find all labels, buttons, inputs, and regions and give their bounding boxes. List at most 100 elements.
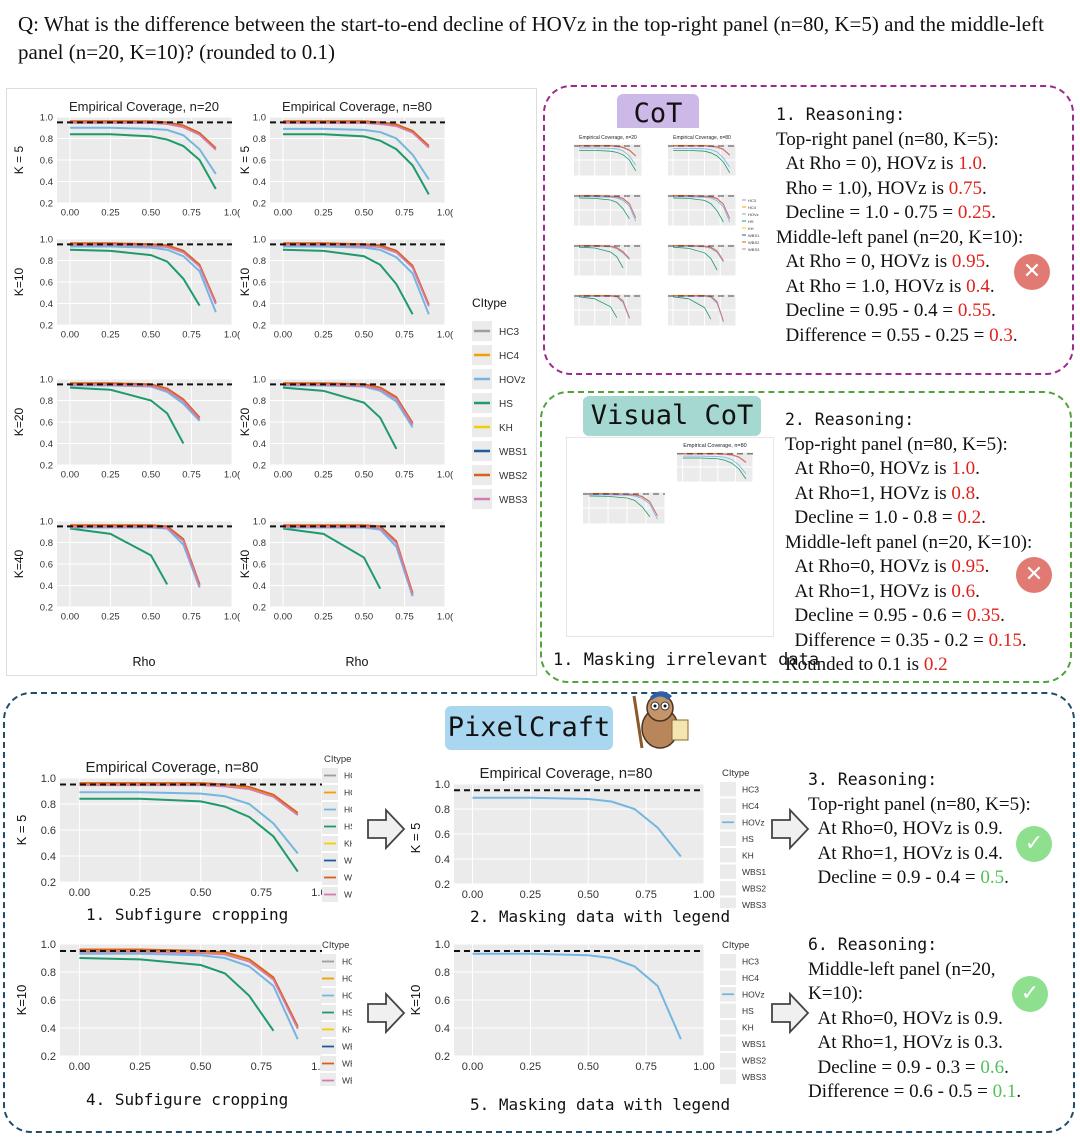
row-label: K = 5 (408, 823, 423, 854)
y-tick-label: 1.0 (435, 939, 450, 951)
reasoning-heading: 2. Reasoning: (785, 408, 1032, 433)
legend-key (720, 848, 736, 863)
reasoning-line: Middle-left panel (n=20, K=10): (785, 531, 1032, 556)
reasoning-heading: 6. Reasoning: (808, 933, 1021, 958)
x-tick-label: 1.00 (693, 889, 714, 901)
y-tick-label: 0.4 (41, 1023, 56, 1035)
legend-label: WBS3 (342, 1076, 352, 1086)
y-tick-label: 0.4 (41, 851, 56, 863)
y-tick-label: 0.4 (253, 439, 266, 450)
y-tick-label: 0.6 (40, 155, 53, 166)
reasoning-text: Rounded to 0.1 is (785, 654, 924, 675)
reasoning-text: Decline = 0.95 - 0.4 = (776, 300, 958, 321)
reasoning-text: Difference = 0.55 - 0.25 = (776, 324, 990, 346)
y-tick-label: 0.6 (41, 995, 56, 1007)
legend-title: CItype (324, 754, 351, 765)
x-tick-label: 0.75 (635, 1061, 656, 1073)
x-tick-label: 0.25 (314, 612, 333, 623)
reasoning-text: . (985, 251, 990, 272)
reasoning-text: Top-right panel (n=80, K=5): (776, 128, 999, 150)
y-tick-label: 1.0 (253, 234, 266, 245)
y-tick-label: 0.4 (253, 581, 266, 592)
reasoning-text: At Rho=1, HOVz is (785, 482, 952, 504)
reasoning-text: Decline = 0.95 - 0.6 = (785, 605, 967, 626)
y-tick-label: 0.4 (253, 177, 266, 188)
x-tick-label: 0.25 (101, 208, 120, 219)
wrong-value: 0.3 (989, 324, 1013, 346)
reasoning-text: . (1012, 324, 1018, 346)
series-line-hs (282, 386, 398, 450)
x-tick-label: 1.00 (693, 1061, 714, 1073)
legend-label: KH (742, 1022, 754, 1032)
series-line-hovz (282, 245, 430, 315)
caption-masking-5: 5. Masking data with legend (470, 1095, 731, 1114)
legend-key (720, 970, 736, 985)
x-tick-label: 1.0( (437, 330, 454, 341)
series-line-hs (69, 386, 185, 444)
legend-label: HC3 (742, 784, 759, 794)
y-tick-label: 1.0 (435, 779, 450, 791)
y-tick-label: 1.0 (40, 516, 53, 527)
arrow-right-icon (771, 992, 810, 1034)
visual-cot-badge: Visual CoT (583, 396, 761, 436)
wrong-value: 0.75 (948, 177, 982, 199)
series-line-hs (672, 296, 712, 320)
x-tick-label: 0.75 (395, 470, 414, 481)
wrong-value: 0.35 (966, 605, 1001, 626)
wrong-value: 0.55 (957, 300, 992, 321)
x-tick-label: 0.50 (142, 612, 161, 623)
legend-label: HOVz (748, 212, 759, 217)
legend-label: KH (344, 839, 352, 849)
reasoning-text: Middle-left panel (n=20, K=10): (776, 226, 1024, 248)
legend-label: HOVz (499, 375, 526, 386)
series-line-hovz (79, 791, 299, 855)
series-line-hovz (79, 952, 299, 1040)
x-tick-label: 0.50 (578, 889, 599, 901)
reasoning-text: . (1021, 629, 1027, 651)
x-tick-label: 0.00 (61, 208, 80, 219)
reasoning-text: Difference = 0.35 - 0.2 = (785, 629, 989, 651)
legend-key (720, 1036, 736, 1051)
series-line-wbs3 (673, 295, 724, 322)
reasoning-line: At Rho = 0), HOVz is 1.0. (776, 152, 1023, 177)
x-tick-label: 0.00 (274, 470, 293, 481)
x-tick-label: 0.25 (101, 612, 120, 623)
y-tick-label: 0.2 (253, 320, 266, 331)
legend-key (720, 881, 736, 896)
y-tick-label: 0.4 (40, 439, 53, 450)
series-line-hovz (472, 796, 682, 858)
reasoning-line: Middle-left panel (n=20, (808, 958, 1021, 983)
y-tick-label: 1.0 (253, 112, 266, 123)
series-line-wbs2 (682, 453, 747, 463)
x-tick-label: 0.50 (142, 470, 161, 481)
series-line-hs (579, 197, 630, 220)
series-line-wbs3 (282, 526, 414, 595)
wrong-value: 0.6 (951, 580, 976, 602)
series-line-hs (282, 248, 414, 315)
reasoning-text: 2. Reasoning: (785, 410, 915, 429)
reasoning-line: Decline = 0.9 - 0.4 = 0.5. (808, 866, 1031, 891)
legend-label: HS (342, 1008, 352, 1018)
thumb-title: Empirical Coverage, n=80 (673, 135, 731, 141)
check-mark-icon: ✓ (1016, 826, 1052, 862)
x-tick-label: 0.75 (635, 889, 656, 901)
legend-key (720, 864, 736, 879)
y-tick-label: 0.2 (40, 320, 53, 331)
x-tick-label: 0.75 (182, 208, 201, 219)
row-label: K=20 (238, 407, 252, 436)
y-tick-label: 0.8 (40, 256, 53, 267)
reasoning-text: Middle-left panel (n=20, (808, 958, 996, 980)
pixelcraft-box (3, 692, 1075, 1133)
pixelcraft-reasoning-3: 3. Reasoning: Top-right panel (n=80, K=5)… (808, 768, 1031, 891)
legend-label: HS (499, 399, 513, 410)
legend-label: WBS1 (748, 233, 760, 238)
wrong-value: 0.15 (988, 629, 1022, 651)
wrong-mark-icon: ✕ (1016, 557, 1052, 593)
reasoning-line: Rho = 1.0), HOVz is 0.75. (776, 177, 1023, 202)
legend-title: CItype (322, 940, 349, 951)
x-tick-label: 0.00 (462, 1061, 483, 1073)
caption-masking-2: 2. Masking data with legend (470, 907, 731, 926)
y-tick-label: 0.6 (435, 995, 450, 1007)
reasoning-line: At Rho=0, HOVz is 0.9. (808, 817, 1031, 842)
legend-key (320, 1073, 336, 1086)
